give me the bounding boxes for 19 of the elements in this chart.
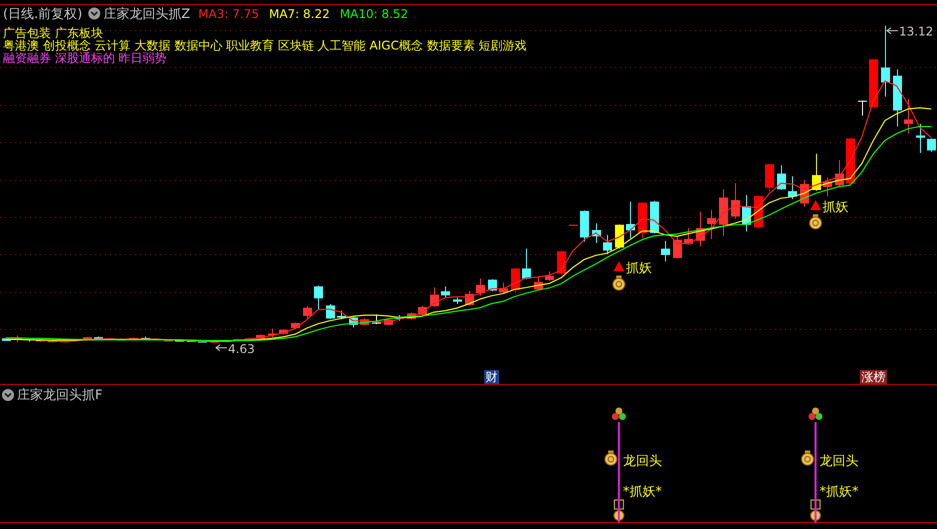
annotation: 融资融券 深股通标的 昨日弱势 [3,51,167,65]
annotation: 粤港澳 创投概念 云计算 大数据 数据中心 职业教育 区块链 人工智能 AIGC概念 数据要素 短剧游戏 [3,38,527,52]
chart-subtitle: 庄家龙回头抓Z [103,6,190,22]
annotation: 龙回头 [622,454,662,470]
annotation: 广告包装 广东板块 [3,26,103,40]
chart-title: (日线.前复权) [3,7,82,22]
x-tick-label: 涨榜 [861,370,886,384]
data-label: 抓妖 [822,200,849,215]
annotation: *抓妖* [820,484,860,500]
text: MA10: 8.52 [340,7,408,21]
text: MA3: 7.75 [198,7,259,21]
annotation: 4.63 [228,342,255,356]
chart-title: 庄家龙回头抓F [17,387,102,403]
data-label: 抓妖 [626,261,652,276]
x-tick-label: 财 [486,370,498,384]
text: MA7: 8.22 [268,7,330,21]
annotation: 龙回头 [820,454,859,470]
annotation: *抓妖* [622,484,662,500]
annotation: 13.12 [898,24,934,39]
